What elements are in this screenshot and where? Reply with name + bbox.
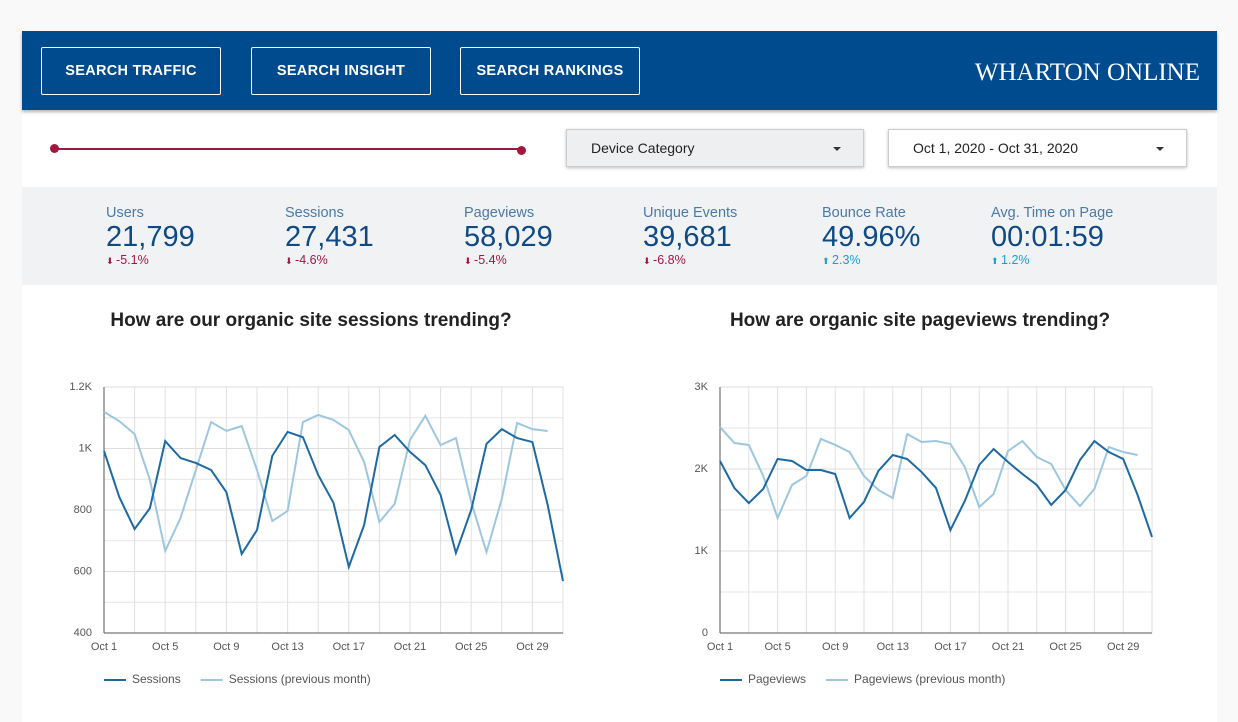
- series-line: [719, 426, 1138, 521]
- scorecard-label: Users: [106, 205, 144, 221]
- x-tick-label: Oct 9: [213, 641, 239, 653]
- scorecard-band: Users 21,799 ⬇ -5.1% Sessions 27,431 ⬇ -4.6% P…: [22, 187, 1217, 285]
- scorecard: Unique Events 39,681 ⬇ -6.8%: [643, 205, 737, 267]
- legend-label: Pageviews (previous month): [854, 672, 1005, 686]
- slider-track[interactable]: [54, 148, 522, 150]
- change-text: -5.1%: [116, 253, 149, 267]
- dashboard: SEARCH TRAFFIC SEARCH INSIGHT SEARCH RAN…: [22, 31, 1217, 722]
- x-tick-label: Oct 13: [877, 641, 909, 653]
- y-tick-label: 400: [74, 627, 92, 639]
- y-tick-label: 1K: [79, 442, 93, 454]
- scorecard-value: 00:01:59: [991, 221, 1104, 253]
- scorecard-label: Unique Events: [643, 205, 738, 221]
- x-tick-label: Oct 17: [333, 641, 365, 653]
- scorecard: Pageviews 58,029 ⬇ -5.4%: [464, 205, 553, 267]
- scorecard-change: ⬆ 1.2%: [991, 253, 1113, 267]
- scorecard-label: Bounce Rate: [822, 205, 906, 221]
- legend-label: Sessions (previous month): [229, 672, 371, 686]
- y-tick-label: 1K: [695, 545, 709, 557]
- x-tick-label: Oct 5: [152, 641, 178, 653]
- nav-button[interactable]: SEARCH TRAFFIC: [41, 47, 221, 95]
- scorecard-label: Avg. Time on Page: [991, 205, 1114, 221]
- scorecard-change: ⬇ -4.6%: [285, 253, 374, 267]
- scorecard-change: ⬇ -5.4%: [464, 253, 553, 267]
- x-tick-label: Oct 21: [992, 641, 1024, 653]
- change-arrow: ⬆: [991, 256, 1002, 266]
- scorecard: Sessions 27,431 ⬇ -4.6%: [285, 205, 374, 267]
- x-tick-label: Oct 21: [394, 641, 426, 653]
- scorecard-label: Pageviews: [464, 205, 535, 221]
- x-tick-label: Oct 29: [516, 641, 548, 653]
- x-tick-label: Oct 1: [707, 641, 733, 653]
- change-arrow: ⬇: [464, 256, 475, 266]
- series-line: [103, 411, 548, 556]
- series-line: [719, 439, 1153, 538]
- legend-label: Pageviews: [748, 672, 806, 686]
- y-tick-label: 2K: [695, 463, 709, 475]
- x-tick-label: Oct 1: [91, 641, 117, 653]
- change-text: -5.4%: [474, 253, 507, 267]
- scorecard: Avg. Time on Page 00:01:59 ⬆ 1.2%: [991, 205, 1113, 267]
- scorecard-value: 58,029: [464, 221, 553, 253]
- chart-title: How are organic site pageviews trending?: [730, 310, 1110, 331]
- scorecard-change: ⬇ -5.1%: [106, 253, 195, 267]
- y-tick-label: 3K: [695, 381, 709, 393]
- x-tick-label: Oct 17: [934, 641, 966, 653]
- nav-button[interactable]: SEARCH RANKINGS: [460, 47, 640, 95]
- change-text: -4.6%: [295, 253, 328, 267]
- legend-label: Sessions: [132, 672, 181, 686]
- scorecard-value: 39,681: [643, 221, 732, 253]
- scorecard-change: ⬆ 2.3%: [822, 253, 920, 267]
- change-text: -6.8%: [653, 253, 686, 267]
- header: SEARCH TRAFFIC SEARCH INSIGHT SEARCH RAN…: [22, 31, 1217, 110]
- change-text: 2.3%: [832, 253, 861, 267]
- chart-title: How are our organic site sessions trendi…: [110, 310, 511, 331]
- y-tick-label: 600: [74, 565, 92, 577]
- x-tick-label: Oct 25: [455, 641, 487, 653]
- change-text: 1.2%: [1001, 253, 1030, 267]
- scorecard-label: Sessions: [285, 205, 344, 221]
- nav-button[interactable]: SEARCH INSIGHT: [251, 47, 431, 95]
- date-dropdown[interactable]: Oct 1, 2020 - Oct 31, 2020: [888, 129, 1187, 167]
- scorecard-value: 21,799: [106, 221, 195, 253]
- change-arrow: ⬇: [285, 256, 296, 266]
- change-arrow: ⬆: [822, 256, 833, 266]
- change-arrow: ⬇: [643, 256, 654, 266]
- scorecard-change: ⬇ -6.8%: [643, 253, 737, 267]
- x-tick-label: Oct 5: [764, 641, 790, 653]
- device-dropdown[interactable]: Device Category: [566, 129, 864, 167]
- slider-handle[interactable]: [517, 146, 526, 155]
- scorecard: Bounce Rate 49.96% ⬆ 2.3%: [822, 205, 920, 267]
- scorecard-value: 49.96%: [822, 221, 921, 253]
- change-arrow: ⬇: [106, 256, 117, 266]
- series-line: [103, 427, 564, 582]
- scorecard: Users 21,799 ⬇ -5.1%: [106, 205, 195, 267]
- slider-handle[interactable]: [50, 144, 59, 153]
- scorecard-value: 27,431: [285, 221, 374, 253]
- x-tick-label: Oct 25: [1049, 641, 1081, 653]
- y-tick-label: 800: [74, 504, 92, 516]
- x-tick-label: Oct 29: [1107, 641, 1139, 653]
- x-tick-label: Oct 9: [822, 641, 848, 653]
- y-tick-label: 1.2K: [69, 381, 92, 393]
- brand: WHARTON ONLINE: [974, 59, 1200, 86]
- x-tick-label: Oct 13: [271, 641, 303, 653]
- y-tick-label: 0: [702, 627, 708, 639]
